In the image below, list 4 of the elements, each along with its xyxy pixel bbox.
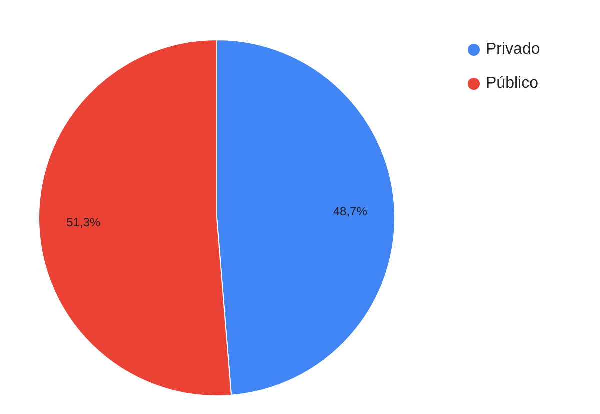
legend-label: Privado	[486, 41, 540, 58]
data-label: 48,7%	[333, 204, 368, 219]
legend-label: Público	[486, 75, 539, 92]
data-label: 51,3%	[66, 216, 101, 230]
